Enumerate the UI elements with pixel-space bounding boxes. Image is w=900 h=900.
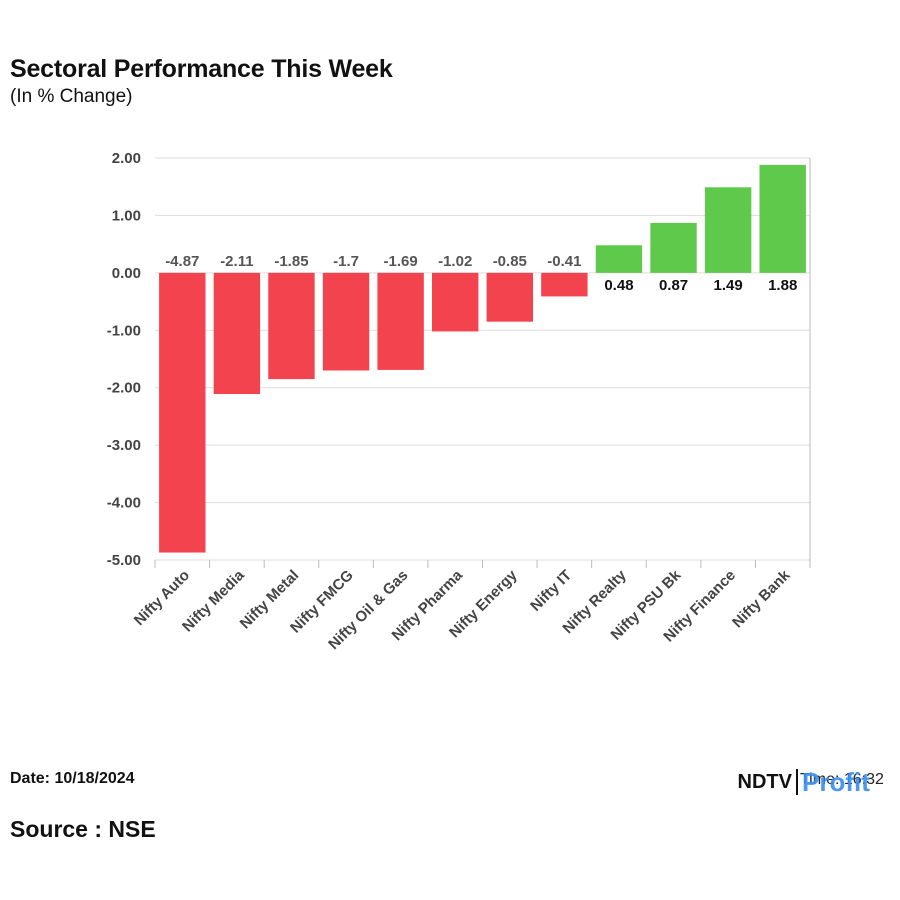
bar-nifty-psu-bk — [650, 222, 697, 273]
data-label: -1.7 — [333, 253, 359, 270]
y-tick-label: -5.00 — [107, 552, 141, 569]
y-tick-label: -1.00 — [107, 322, 141, 339]
y-tick-label: -2.00 — [107, 380, 141, 397]
grid-lines — [154, 157, 811, 568]
y-tick-label: 2.00 — [112, 150, 141, 167]
date-label: Date: 10/18/2024 — [10, 770, 135, 787]
data-label: -4.87 — [165, 253, 199, 270]
logo-divider — [796, 769, 798, 795]
ndtv-profit-logo: NDTV Time: 16:32 Profit — [738, 767, 888, 797]
bar-nifty-finance — [704, 187, 752, 273]
bar-nifty-media — [213, 272, 261, 395]
data-label: -2.11 — [220, 253, 253, 270]
data-label: -1.85 — [274, 253, 308, 270]
logo-stack: Time: 16:32 Profit — [800, 767, 888, 797]
bar-nifty-pharma — [432, 272, 479, 332]
source-label: Source : NSE — [10, 816, 156, 842]
bar-nifty-metal — [268, 272, 315, 380]
data-label: 1.88 — [768, 277, 797, 294]
bar-nifty-energy — [486, 272, 533, 322]
x-tick-label: Nifty IT — [527, 567, 575, 615]
y-axis-ticks: 2.00 1.00 0.00 -1.00 -2.00 -3.00 -4.00 -5.00 — [107, 150, 141, 569]
bars — [159, 164, 806, 553]
bar-nifty-oil-gas — [377, 272, 424, 370]
chart-subtitle: (In % Change) — [10, 86, 133, 107]
ndtv-wordmark: NDTV — [737, 770, 792, 793]
y-tick-label: 0.00 — [112, 265, 141, 282]
profit-wordmark: Profit — [802, 767, 870, 797]
data-label: -0.85 — [493, 253, 527, 270]
data-label: 0.87 — [659, 277, 688, 294]
data-label: 1.49 — [714, 277, 743, 294]
bar-chart: 2.00 1.00 0.00 -1.00 -2.00 -3.00 -4.00 -5.00 Ni… — [107, 150, 811, 653]
bar-nifty-auto — [159, 272, 206, 553]
y-tick-label: 1.00 — [112, 207, 141, 224]
data-labels: -4.87 -2.11 -1.85 -1.7 -1.69 -1.02 -0.85 -0.41 0… — [165, 253, 797, 294]
y-tick-label: -3.00 — [107, 437, 141, 454]
data-label: -1.69 — [384, 253, 418, 270]
chart-title: Sectoral Performance This Week — [10, 55, 393, 83]
bar-nifty-bank — [759, 164, 806, 273]
data-label: -0.41 — [547, 253, 581, 270]
bar-nifty-fmcg — [322, 272, 370, 371]
timestamp-label: Time: 16:32 — [800, 771, 884, 788]
y-tick-label: -4.00 — [107, 495, 141, 512]
data-label: -1.02 — [438, 253, 472, 270]
data-label: 0.48 — [604, 277, 633, 294]
x-tick-label: Nifty Bank — [729, 566, 794, 631]
bar-nifty-realty — [595, 245, 643, 273]
bar-nifty-it — [541, 272, 588, 297]
